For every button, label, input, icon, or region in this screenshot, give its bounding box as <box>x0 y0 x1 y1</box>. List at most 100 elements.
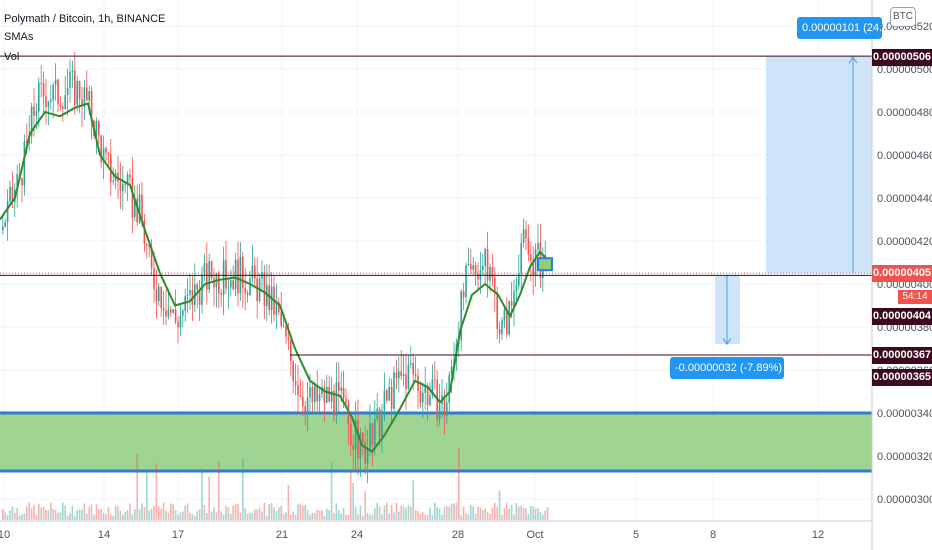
candle-body <box>26 141 28 144</box>
candle-body <box>431 379 434 396</box>
volume-bar <box>292 511 294 520</box>
candle-body <box>297 385 299 396</box>
volume-bar <box>527 514 530 520</box>
volume-bar <box>453 503 455 520</box>
candle-body <box>66 87 69 96</box>
volume-bar <box>364 491 366 520</box>
candle-body <box>494 277 496 292</box>
volume-bar <box>510 505 513 520</box>
volume-bar <box>102 512 105 520</box>
candle-body <box>102 147 105 163</box>
volume-bar <box>314 513 316 520</box>
candle-body <box>201 275 203 305</box>
volume-indicator-label[interactable]: Vol <box>4 51 20 63</box>
price-tick-label: 0.00000500 <box>877 64 932 76</box>
candle-body <box>424 386 426 393</box>
candle-body <box>112 180 114 182</box>
candle-body <box>244 287 246 294</box>
candle-body <box>477 274 479 280</box>
candle-body <box>285 326 287 337</box>
volume-bar <box>66 515 69 520</box>
volume-bar <box>4 512 6 520</box>
volume-bar <box>182 511 184 520</box>
price-tick-label: 0.00000400 <box>877 279 932 291</box>
volume-bar <box>465 513 467 520</box>
candle-body <box>148 245 150 248</box>
volume-bar <box>390 504 393 520</box>
time-tick-label: 17 <box>172 529 184 541</box>
volume-bar <box>419 513 422 520</box>
candle-body <box>474 265 477 275</box>
long-position-tooltip: 0.00000101 (24.9 <box>797 17 882 39</box>
price-tick-label: 0.00000480 <box>877 107 932 119</box>
candle-body <box>254 265 256 279</box>
volume-bar <box>249 512 251 520</box>
sma-indicator-label[interactable]: SMAs <box>4 31 34 43</box>
candle-body <box>74 70 76 105</box>
candle-body <box>38 82 40 112</box>
volume-bar <box>434 502 436 520</box>
candle-body <box>374 419 376 446</box>
volume-bar <box>234 503 237 520</box>
volume-bar <box>162 502 165 520</box>
volume-bar <box>431 514 434 520</box>
volume-bar <box>489 513 491 520</box>
candle-body <box>186 294 189 297</box>
volume-bar <box>460 515 462 520</box>
candle-body <box>333 390 335 416</box>
volume-bar <box>369 514 371 520</box>
volume-bar <box>311 512 314 520</box>
current-bar-marker[interactable] <box>537 257 553 272</box>
volume-bar <box>148 510 150 520</box>
price-tick-label: 0.00000380 <box>877 322 932 334</box>
volume-bar <box>196 511 198 520</box>
candle-body <box>532 260 534 276</box>
candle-body <box>506 309 508 335</box>
candle-body <box>90 91 93 121</box>
candle-body <box>446 402 448 416</box>
time-tick-label: 8 <box>710 529 716 541</box>
short-target-price-label: 0.00000367 <box>872 347 932 364</box>
volume-bar <box>21 514 23 520</box>
support-zone[interactable] <box>0 413 872 472</box>
currency-button[interactable]: BTC <box>890 7 916 27</box>
volume-bar <box>532 506 534 520</box>
volume-bar <box>126 509 129 520</box>
candle-body <box>429 395 431 406</box>
volume-bar <box>508 508 510 520</box>
volume-bar <box>38 503 40 520</box>
candle-body <box>527 238 530 255</box>
volume-bar <box>383 505 386 520</box>
time-tick-label: Oct <box>526 529 543 541</box>
candle-body <box>323 386 326 403</box>
candle-body <box>107 152 110 155</box>
volume-bar <box>165 510 167 520</box>
candle-body <box>160 286 162 309</box>
volume-bar <box>81 509 83 520</box>
candle-body <box>179 315 182 328</box>
candle-body <box>155 289 158 301</box>
volume-bar <box>225 505 227 520</box>
candle-body <box>52 84 54 100</box>
volume-bar <box>134 509 136 520</box>
volume-bar <box>78 509 81 520</box>
candle-body <box>141 194 143 220</box>
candle-body <box>525 229 527 239</box>
price-tick-label: 0.00000300 <box>877 494 932 506</box>
candle-body <box>438 404 441 420</box>
candle-body <box>119 181 122 191</box>
candle-body <box>510 301 513 307</box>
volume-bar <box>208 476 210 520</box>
long-position-box[interactable] <box>766 56 872 274</box>
volume-bar <box>407 505 410 520</box>
volume-bar <box>371 514 374 520</box>
candle-body <box>30 106 33 137</box>
candle-body <box>318 394 321 402</box>
candle-body <box>309 387 311 398</box>
volume-bar <box>443 506 446 520</box>
candle-body <box>35 111 38 116</box>
candle-body <box>359 432 362 459</box>
time-axis[interactable]: 10 14 17 21 24 28 Oct 5 8 12 <box>0 520 872 541</box>
volume-bar <box>174 510 177 520</box>
